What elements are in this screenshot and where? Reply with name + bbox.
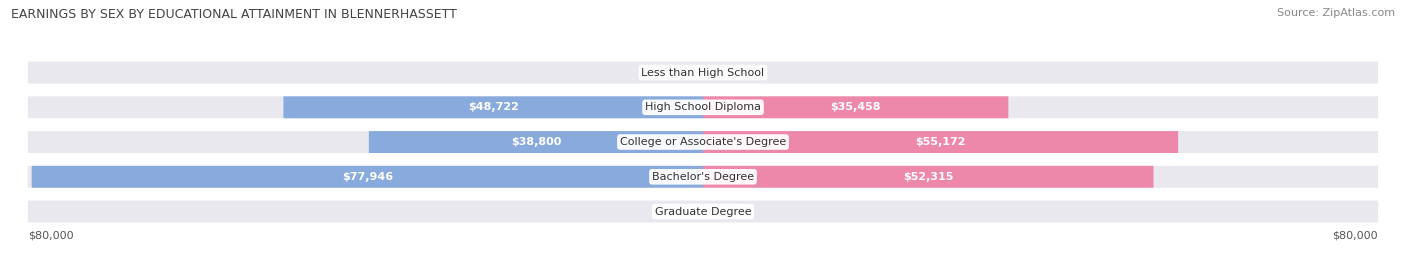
Text: College or Associate's Degree: College or Associate's Degree: [620, 137, 786, 147]
FancyBboxPatch shape: [703, 96, 1008, 118]
Text: $77,946: $77,946: [342, 172, 392, 182]
FancyBboxPatch shape: [32, 166, 703, 188]
FancyBboxPatch shape: [28, 131, 1378, 153]
Text: High School Diploma: High School Diploma: [645, 102, 761, 112]
FancyBboxPatch shape: [703, 166, 1153, 188]
Text: $0: $0: [655, 207, 669, 217]
FancyBboxPatch shape: [28, 166, 1378, 188]
Text: $35,458: $35,458: [831, 102, 882, 112]
FancyBboxPatch shape: [28, 200, 1378, 222]
Text: $80,000: $80,000: [28, 230, 73, 240]
Text: $0: $0: [738, 207, 751, 217]
Text: EARNINGS BY SEX BY EDUCATIONAL ATTAINMENT IN BLENNERHASSETT: EARNINGS BY SEX BY EDUCATIONAL ATTAINMEN…: [11, 8, 457, 21]
FancyBboxPatch shape: [28, 96, 1378, 118]
Text: $55,172: $55,172: [915, 137, 966, 147]
FancyBboxPatch shape: [284, 96, 703, 118]
Text: $0: $0: [655, 68, 669, 77]
Text: Bachelor's Degree: Bachelor's Degree: [652, 172, 754, 182]
Text: $0: $0: [738, 68, 751, 77]
Text: Source: ZipAtlas.com: Source: ZipAtlas.com: [1277, 8, 1395, 18]
FancyBboxPatch shape: [28, 62, 1378, 84]
Text: $48,722: $48,722: [468, 102, 519, 112]
Text: $80,000: $80,000: [1333, 230, 1378, 240]
FancyBboxPatch shape: [703, 131, 1178, 153]
Text: $52,315: $52,315: [903, 172, 953, 182]
Text: Less than High School: Less than High School: [641, 68, 765, 77]
Text: Graduate Degree: Graduate Degree: [655, 207, 751, 217]
Text: $38,800: $38,800: [510, 137, 561, 147]
FancyBboxPatch shape: [368, 131, 703, 153]
